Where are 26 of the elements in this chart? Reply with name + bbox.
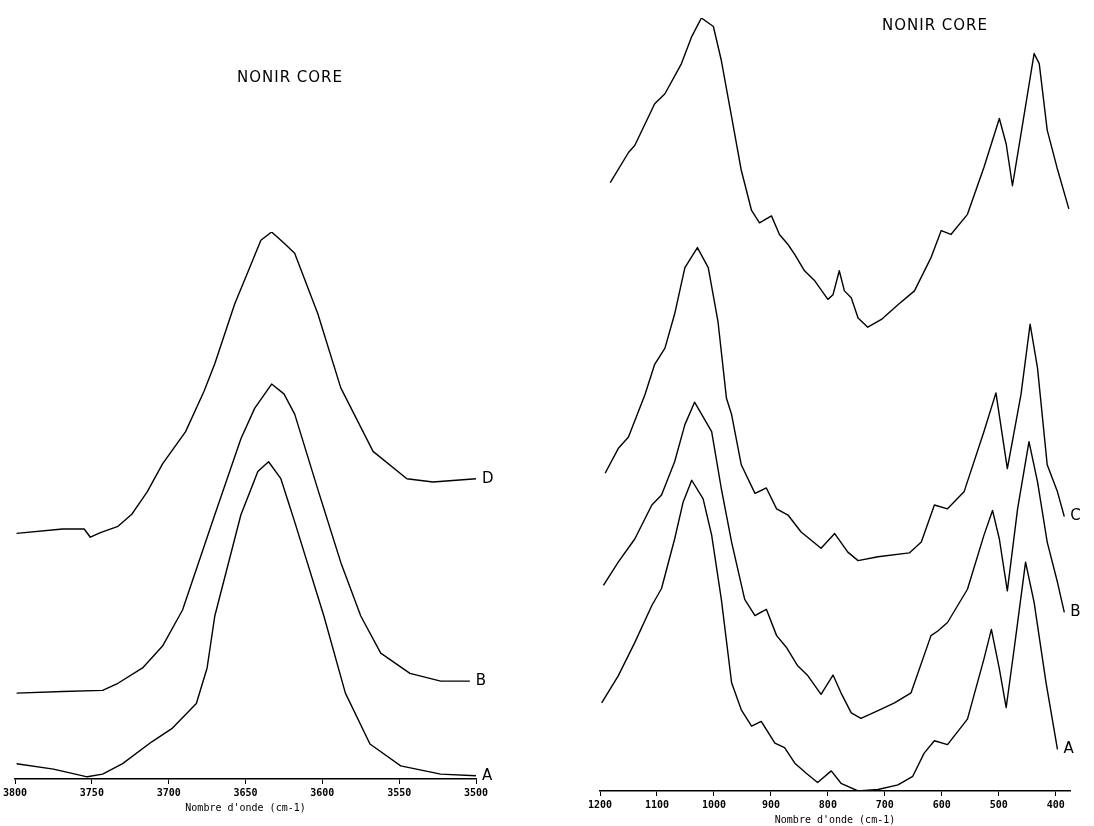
x-tick-label: 900 [761, 798, 780, 810]
x-tick-label: 3550 [387, 786, 412, 798]
x-tick-label: 3600 [310, 786, 335, 798]
series-label: D [482, 468, 494, 487]
chart-title: NONIR CORE [236, 68, 344, 86]
x-tick-label: 1000 [701, 798, 726, 810]
chart-title: NONIR CORE [881, 16, 989, 34]
x-tick-label: 3800 [2, 786, 28, 798]
series-label: B [1070, 602, 1081, 621]
series-label: C [1070, 506, 1081, 525]
x-tick-label: 3750 [79, 786, 104, 798]
x-tick-label: 700 [875, 798, 894, 810]
x-tick-label: 600 [932, 798, 951, 810]
x-tick-label: 3700 [156, 786, 181, 798]
series-label: A [1063, 739, 1075, 758]
x-tick-label: 1200 [587, 798, 613, 810]
series-label: B [475, 670, 487, 689]
x-axis-title: Nombre d'onde (cm-1) [185, 801, 306, 813]
x-tick-label: 500 [989, 798, 1008, 810]
x-tick-label: 800 [818, 798, 837, 810]
x-axis-title: Nombre d'onde (cm-1) [774, 813, 896, 825]
x-tick-label: 1100 [644, 798, 670, 810]
series-label: A [482, 765, 493, 784]
x-tick-label: 400 [1046, 798, 1065, 810]
x-tick-label: 3650 [233, 786, 258, 798]
x-tick-label: 3500 [463, 786, 489, 798]
